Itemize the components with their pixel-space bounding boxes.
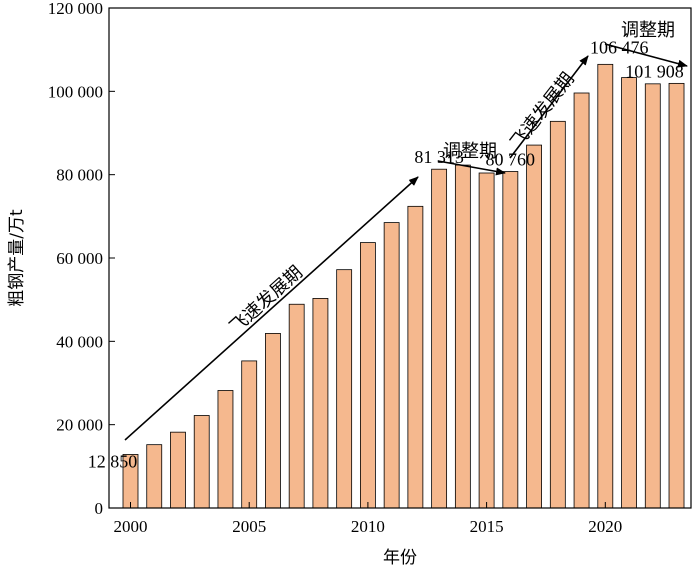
data-label-2000: 12 850 [88,452,138,472]
bar-2010 [359,242,376,509]
bar-2004 [217,390,234,509]
y-tick-label: 100 000 [48,82,103,101]
y-tick-label: 120 000 [48,0,103,18]
x-tick-label: 2015 [470,517,504,536]
bar-2013 [431,168,448,509]
y-tick-label: 0 [95,499,104,518]
trend-arrow [509,55,589,159]
trend-arrow [124,176,419,441]
bar-2014 [454,164,471,509]
data-labels: 12 850 81 313 80 760 106 476 101 908 [88,37,684,471]
data-label-2020: 106 476 [590,37,649,57]
x-tick-label: 2005 [232,517,266,536]
bar-2018 [549,120,566,509]
trend-arrow [604,43,688,68]
bar-2022 [644,83,661,509]
period-label: 调整期 [621,20,675,41]
bar-2017 [526,144,542,509]
bar-2016 [502,171,519,509]
bar-2002 [170,431,186,509]
bar-2007 [288,303,305,509]
bar-2015 [478,172,495,509]
trend-arrow [437,160,506,176]
y-tick-label: 60 000 [56,249,103,268]
x-tick-label: 2010 [351,517,385,536]
x-axis: 2000 2005 2010 2015 2020 [114,502,622,536]
bar-2001 [146,444,163,509]
bar-2005 [241,360,258,509]
bar-2012 [407,205,424,509]
y-tick-label: 40 000 [56,332,103,351]
data-label-2023: 101 908 [625,61,684,81]
bar-2020 [597,63,614,509]
data-label-2013: 81 313 [414,147,464,167]
x-axis-title: 年份 [383,548,417,568]
bar-2008 [312,298,329,509]
bar-2011 [383,222,400,509]
bar-2009 [336,269,353,509]
bar-series [122,63,685,509]
x-tick-label: 2000 [114,517,148,536]
bar-2006 [265,333,281,509]
y-tick-label: 20 000 [56,416,103,435]
data-label-2016: 80 760 [486,150,536,170]
bar-2003 [193,415,210,509]
y-axis-title: 粗钢产量/万t [7,209,27,307]
bar-2023 [668,82,685,509]
x-tick-label: 2020 [588,517,622,536]
bar-2019 [573,92,590,509]
period-label: 调整期 [443,141,497,162]
y-tick-label: 80 000 [56,166,103,185]
y-axis: 0 20 000 40 000 60 000 80 000 100 000 120 000 [48,0,115,518]
bar-2021 [621,77,637,509]
period-label: 飞速发展期 [507,69,579,153]
